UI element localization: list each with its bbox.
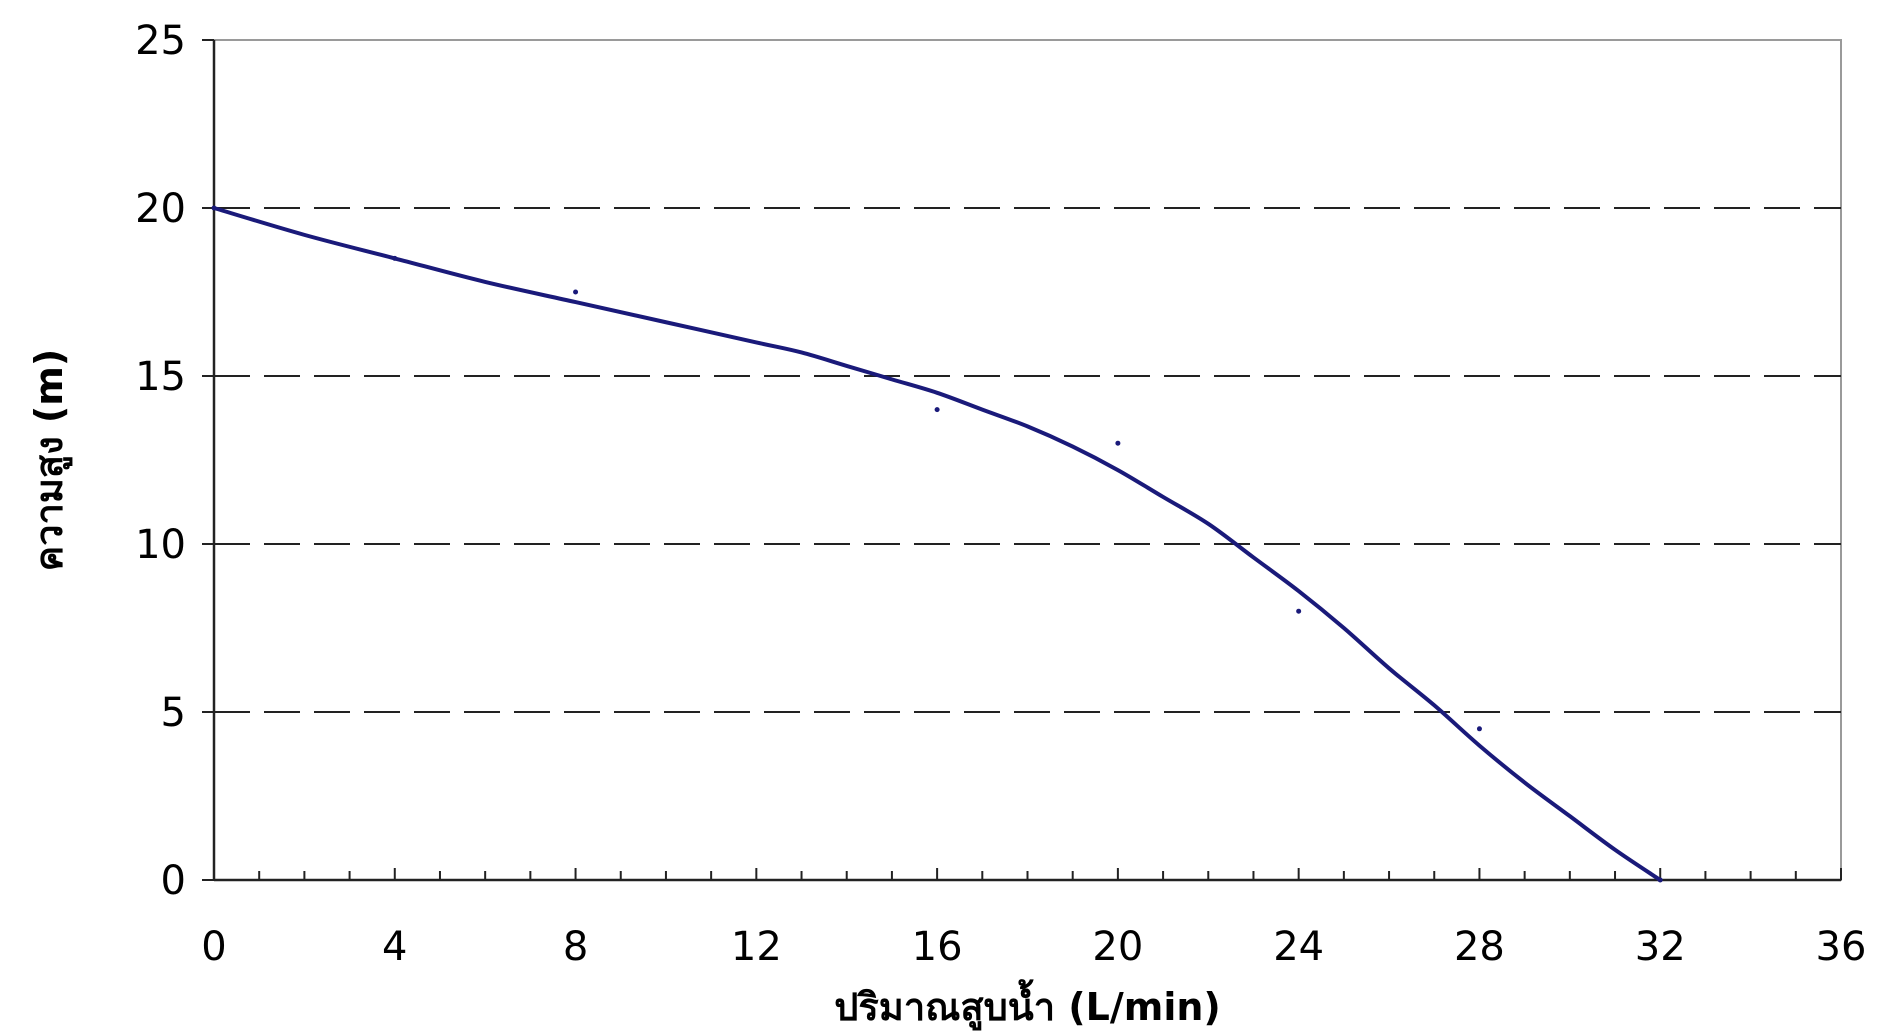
y-tick-label: 5 <box>161 690 186 736</box>
x-tick-label: 24 <box>1273 924 1324 970</box>
x-tick-label: 4 <box>382 924 407 970</box>
x-tick-label: 28 <box>1454 924 1505 970</box>
y-tick-label: 0 <box>161 858 186 904</box>
x-tick-label: 12 <box>731 924 782 970</box>
x-axis-title: ปริมาณสูบน้ำ (L/min) <box>834 979 1221 1031</box>
grid-lines <box>214 207 1841 713</box>
series-group <box>211 205 1663 883</box>
series-line <box>213 206 1662 882</box>
data-point <box>1657 877 1663 883</box>
x-tick-label: 0 <box>201 924 226 970</box>
y-axis-title: ความสูง (m) <box>27 349 73 571</box>
y-tick-label: 15 <box>135 354 186 400</box>
y-tick-label: 25 <box>135 18 186 64</box>
data-point <box>1115 440 1121 446</box>
y-tick-label: 20 <box>135 186 186 232</box>
y-tick-label: 10 <box>135 522 186 568</box>
data-point <box>1296 608 1302 614</box>
x-tick-label: 36 <box>1816 924 1867 970</box>
data-point <box>1476 726 1482 732</box>
data-point <box>211 205 217 211</box>
data-point <box>392 255 398 261</box>
x-tick-label: 20 <box>1092 924 1143 970</box>
x-tick-label: 32 <box>1635 924 1686 970</box>
data-point <box>573 289 579 295</box>
data-point <box>934 407 940 413</box>
x-tick-label: 16 <box>912 924 963 970</box>
tick-labels: 0 5 10 15 20 25 0 4 8 12 16 20 24 28 32 36 <box>135 18 1866 970</box>
x-tick-label: 8 <box>563 924 588 970</box>
plot-area <box>213 39 1842 881</box>
